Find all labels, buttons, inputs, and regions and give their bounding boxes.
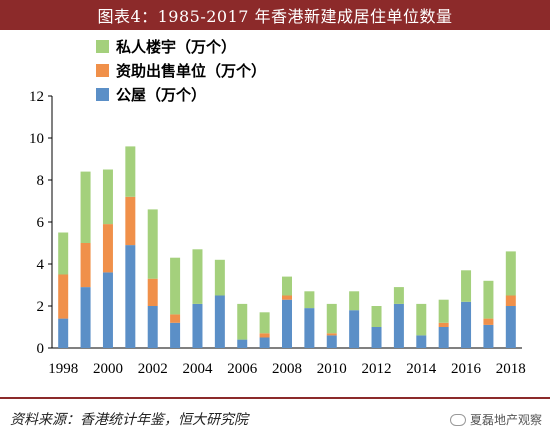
legend-label: 资助出售单位（万个） xyxy=(116,62,266,80)
watermark-text: 夏磊地产观察 xyxy=(469,413,542,427)
bar-segment-2009-series-2 xyxy=(304,291,315,309)
bar-segment-2008-series-1 xyxy=(282,295,292,300)
legend-swatch xyxy=(96,64,109,77)
bar-segment-2012-series-2 xyxy=(371,306,382,327)
x-tick-label: 1998 xyxy=(48,361,78,377)
x-tick-label: 2014 xyxy=(406,361,437,377)
x-tick-label: 2000 xyxy=(93,361,123,377)
bar-segment-2016-series-2 xyxy=(461,270,472,302)
bar-segment-2013-series-2 xyxy=(393,287,404,304)
bar-segment-2009-series-0 xyxy=(304,308,315,348)
bar-segment-2014-series-2 xyxy=(416,303,427,336)
bar-segment-2001-series-1 xyxy=(125,196,136,246)
chart-title-bar: 图表4：1985-2017 年香港新建成居住单位数量 xyxy=(0,0,550,30)
y-tick-label: 2 xyxy=(37,299,45,315)
bar-segment-2002-series-0 xyxy=(147,306,158,348)
bar-segment-2015-series-0 xyxy=(438,327,449,348)
bar-segment-2012-series-0 xyxy=(371,327,382,348)
chart-title: 图表4：1985-2017 年香港新建成居住单位数量 xyxy=(97,7,453,26)
bar-segment-2016-series-0 xyxy=(461,301,472,348)
bar-segment-2008-series-2 xyxy=(282,276,292,296)
bar-segment-2011-series-0 xyxy=(349,310,360,348)
legend-label: 公屋（万个） xyxy=(116,86,206,104)
bar-segment-2005-series-0 xyxy=(214,295,225,348)
legend-swatch xyxy=(96,88,109,101)
x-tick-label: 2002 xyxy=(138,361,168,377)
bar-segment-1999-series-1 xyxy=(80,243,91,288)
x-tick-label: 2006 xyxy=(227,361,258,377)
bar-segment-2002-series-2 xyxy=(147,209,158,279)
bar-segment-2010-series-2 xyxy=(326,303,337,334)
x-tick-label: 2016 xyxy=(451,361,482,377)
y-tick-label: 6 xyxy=(37,215,45,231)
bar-segment-2000-series-1 xyxy=(102,224,113,273)
bar-segment-1998-series-2 xyxy=(58,232,69,275)
bar-segment-2013-series-0 xyxy=(393,303,404,348)
y-tick-label: 4 xyxy=(37,257,45,273)
legend-label: 私人楼宇（万个） xyxy=(115,38,236,56)
x-tick-label: 2012 xyxy=(362,361,392,377)
bar-segment-2003-series-0 xyxy=(170,322,181,348)
bar-segment-2002-series-1 xyxy=(147,278,158,306)
bar-segment-2015-series-2 xyxy=(438,299,449,323)
bar-segment-2007-series-1 xyxy=(259,333,270,338)
bar-segment-2006-series-0 xyxy=(237,339,248,348)
bar-segment-2001-series-2 xyxy=(125,146,136,197)
source-footer: 资料来源：香港统计年鉴，恒大研究院 夏磊地产观察 xyxy=(0,397,550,441)
bar-segment-2003-series-1 xyxy=(170,314,181,323)
x-tick-label: 2008 xyxy=(272,361,302,377)
bar-segment-1999-series-2 xyxy=(80,171,91,243)
bar-segment-2018-series-0 xyxy=(505,306,516,348)
bar-segment-2018-series-1 xyxy=(505,295,516,306)
y-tick-label: 10 xyxy=(29,131,44,147)
bar-segment-2008-series-0 xyxy=(282,299,292,348)
bar-segment-2011-series-2 xyxy=(349,291,360,311)
bar-segment-2006-series-2 xyxy=(237,303,248,340)
bar-segment-2003-series-2 xyxy=(170,257,181,315)
bar-segment-2007-series-2 xyxy=(259,312,270,334)
watermark: 夏磊地产观察 xyxy=(449,411,542,428)
bar-segment-2004-series-2 xyxy=(192,249,203,304)
bar-segment-2001-series-0 xyxy=(125,245,136,348)
y-tick-label: 8 xyxy=(37,173,45,189)
stacked-bar-chart: 0 2 4 6 8 10 12 1998 2000 2002 2004 2006 2008 2010 201… xyxy=(29,38,526,377)
bar-segment-2000-series-2 xyxy=(102,169,113,225)
bar-segment-2014-series-0 xyxy=(416,335,427,348)
bar-segment-2017-series-2 xyxy=(483,280,494,319)
x-tick-label: 2018 xyxy=(496,361,526,377)
wechat-icon xyxy=(449,413,466,426)
bar-segment-1999-series-0 xyxy=(80,287,91,348)
x-tick-label: 2010 xyxy=(317,361,347,377)
y-tick-label: 0 xyxy=(37,341,45,357)
bar-segment-2015-series-1 xyxy=(438,322,449,327)
bar-segment-1998-series-1 xyxy=(58,274,69,319)
bar-segment-2000-series-0 xyxy=(102,272,113,348)
bar-segment-2005-series-2 xyxy=(214,259,225,296)
y-tick-label: 12 xyxy=(29,89,44,105)
bar-segment-1998-series-0 xyxy=(58,318,69,348)
bar-segment-2017-series-1 xyxy=(483,318,494,325)
bar-segment-2010-series-1 xyxy=(326,333,337,336)
bar-segment-2004-series-0 xyxy=(192,303,203,348)
legend-swatch xyxy=(96,40,109,53)
x-tick-label: 2004 xyxy=(182,361,213,377)
bar-segment-2017-series-0 xyxy=(483,324,494,348)
bar-segment-2010-series-0 xyxy=(326,335,337,348)
bar-segment-2007-series-0 xyxy=(259,337,270,348)
source-text: 资料来源：香港统计年鉴，恒大研究院 xyxy=(10,412,248,428)
bar-segment-2018-series-2 xyxy=(505,251,516,296)
